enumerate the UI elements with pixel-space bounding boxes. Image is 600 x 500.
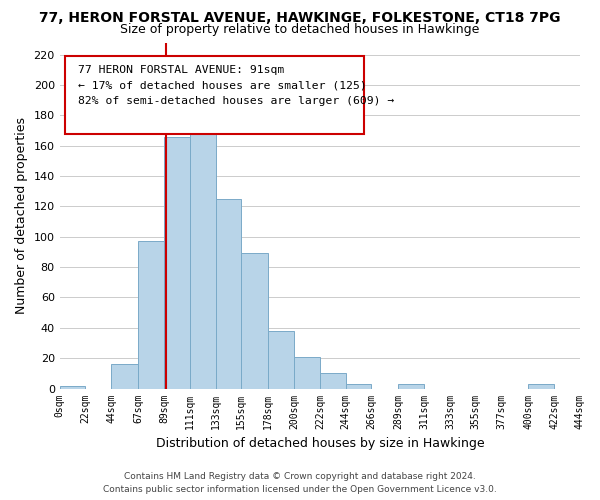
Bar: [294, 356, 320, 388]
Bar: [190, 124, 215, 388]
Bar: [268, 331, 294, 388]
Bar: [398, 384, 424, 388]
Text: 77, HERON FORSTAL AVENUE, HAWKINGE, FOLKESTONE, CT18 7PG: 77, HERON FORSTAL AVENUE, HAWKINGE, FOLK…: [39, 12, 561, 26]
Bar: [164, 136, 190, 388]
Y-axis label: Number of detached properties: Number of detached properties: [15, 117, 28, 314]
Bar: [320, 374, 346, 388]
Bar: [241, 254, 268, 388]
Bar: [59, 386, 85, 388]
Bar: [529, 384, 554, 388]
Bar: [346, 384, 371, 388]
Text: 77 HERON FORSTAL AVENUE: 91sqm
← 17% of detached houses are smaller (125)
82% of: 77 HERON FORSTAL AVENUE: 91sqm ← 17% of …: [78, 65, 394, 106]
Text: Contains HM Land Registry data © Crown copyright and database right 2024.
Contai: Contains HM Land Registry data © Crown c…: [103, 472, 497, 494]
FancyBboxPatch shape: [65, 56, 364, 134]
Bar: [215, 199, 241, 388]
Bar: [111, 364, 138, 388]
X-axis label: Distribution of detached houses by size in Hawkinge: Distribution of detached houses by size …: [155, 437, 484, 450]
Text: Size of property relative to detached houses in Hawkinge: Size of property relative to detached ho…: [121, 22, 479, 36]
Bar: [138, 242, 164, 388]
